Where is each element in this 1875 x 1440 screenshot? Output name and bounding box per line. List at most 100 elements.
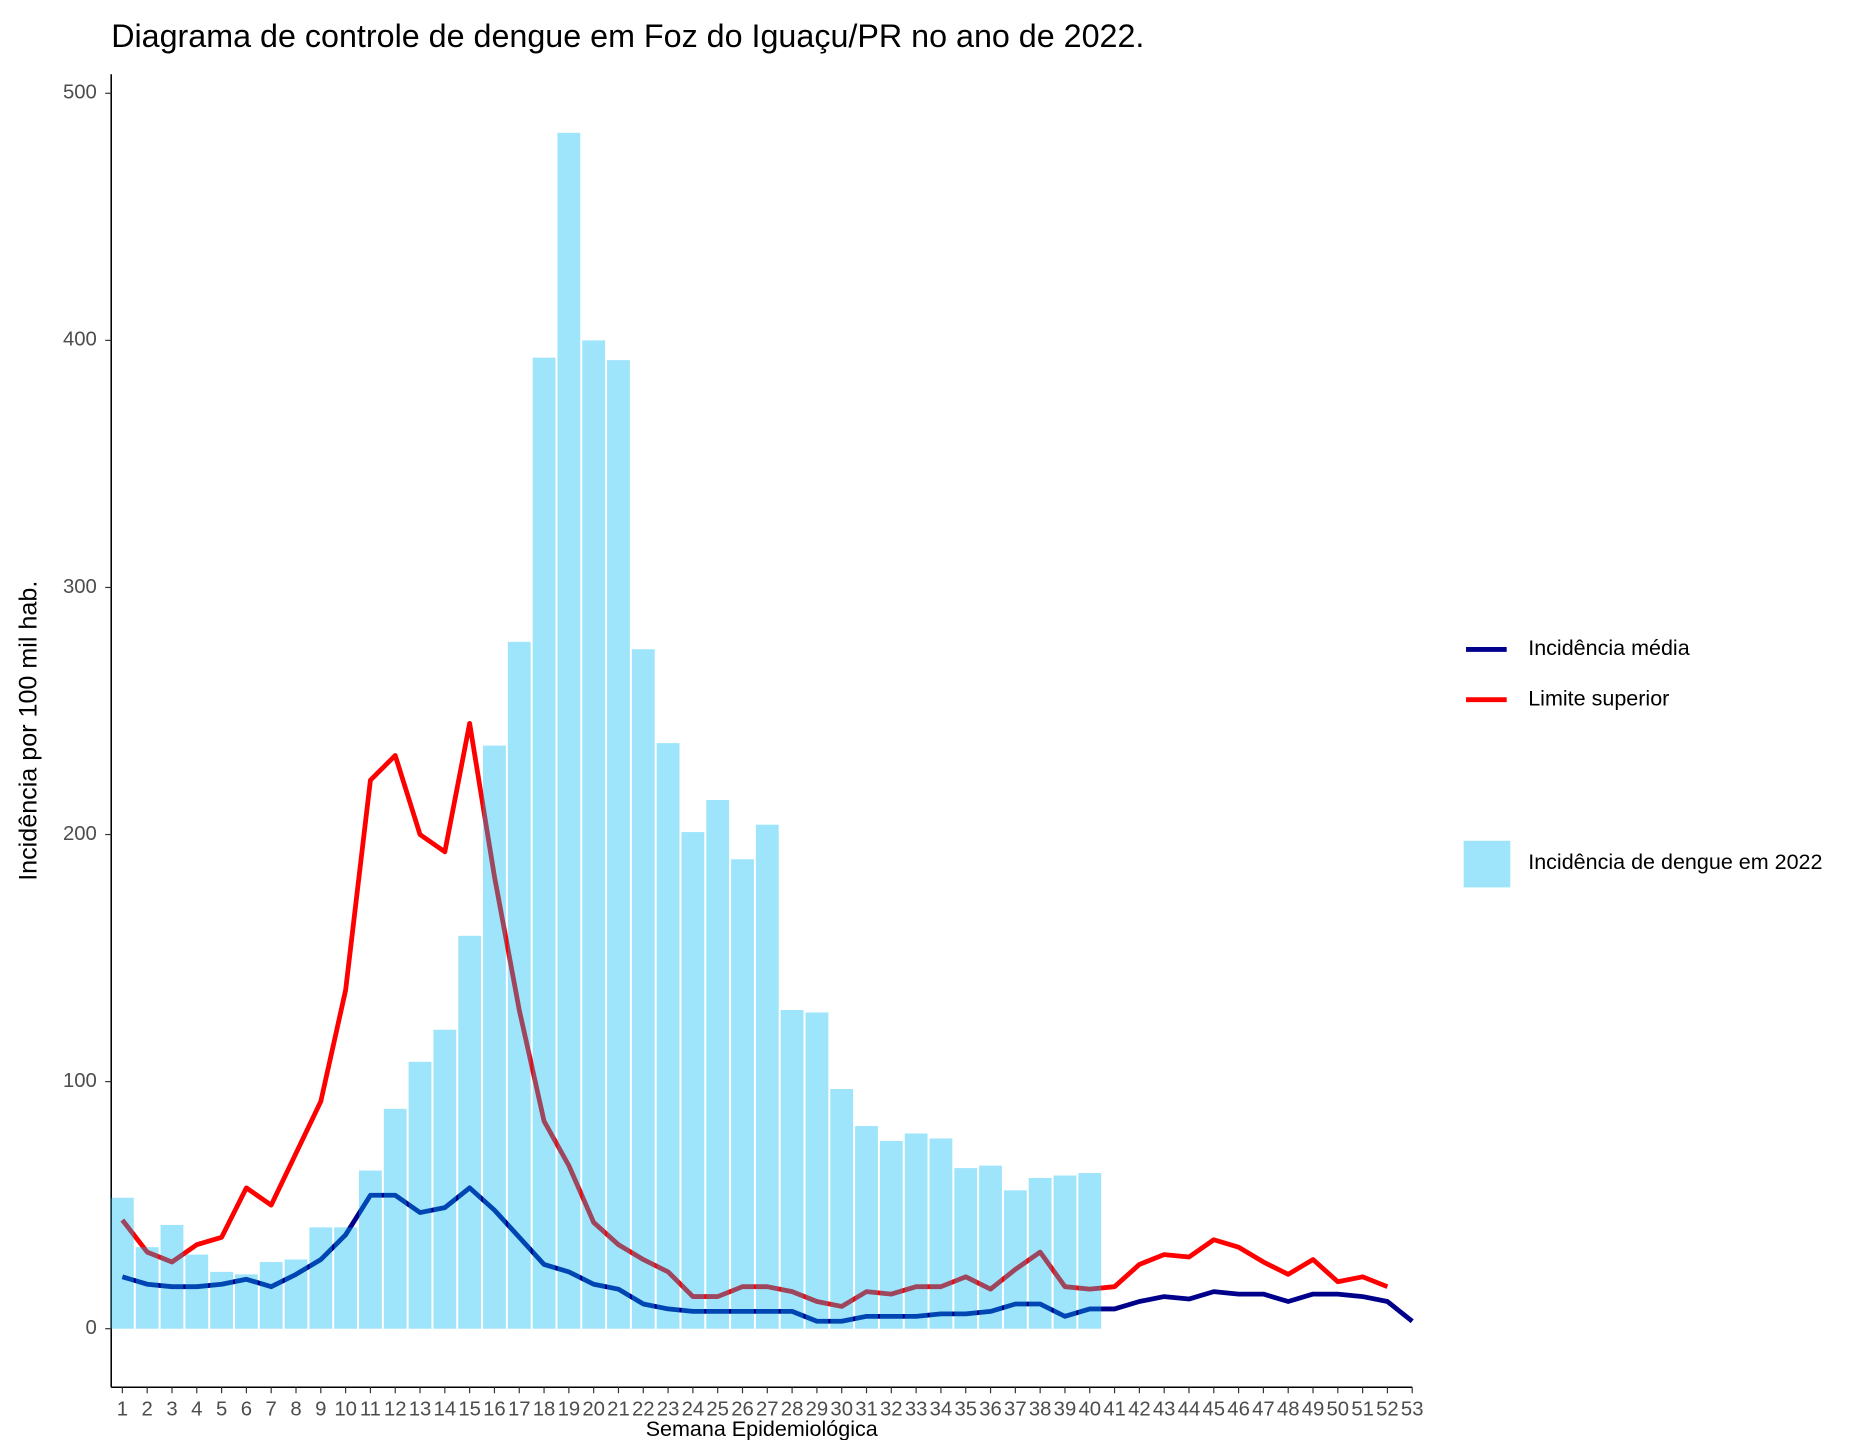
bar [532, 357, 556, 1329]
x-tick-label: 9 [315, 1398, 326, 1420]
y-tick-label: 200 [63, 823, 97, 845]
x-tick-label: 32 [880, 1398, 903, 1420]
x-tick-label: 5 [216, 1398, 227, 1420]
x-tick-label: 33 [905, 1398, 928, 1420]
x-tick-label: 39 [1054, 1398, 1077, 1420]
bar [507, 641, 531, 1329]
bar [383, 1108, 407, 1329]
x-tick-label: 3 [166, 1398, 177, 1420]
legend-label: Limite superior [1528, 686, 1669, 710]
x-tick-label: 30 [830, 1398, 853, 1420]
x-tick-label: 13 [409, 1398, 432, 1420]
bar [780, 1009, 804, 1329]
x-tick-label: 50 [1327, 1398, 1350, 1420]
bar [1003, 1190, 1027, 1329]
x-tick-label: 20 [582, 1398, 605, 1420]
x-tick-label: 12 [384, 1398, 407, 1420]
x-tick-label: 19 [558, 1398, 581, 1420]
x-tick-label: 10 [334, 1398, 357, 1420]
x-tick-label: 22 [632, 1398, 655, 1420]
y-tick-label: 100 [63, 1070, 97, 1092]
x-tick-label: 27 [756, 1398, 779, 1420]
x-tick-label: 23 [657, 1398, 680, 1420]
bar [185, 1254, 209, 1329]
bar [359, 1170, 382, 1329]
bar [904, 1133, 928, 1329]
bar [135, 1247, 159, 1329]
bar [458, 935, 482, 1329]
bar [234, 1274, 258, 1329]
legend-label: Incidência média [1528, 636, 1689, 660]
bar [855, 1126, 878, 1329]
x-tick-label: 51 [1351, 1398, 1374, 1420]
x-tick-label: 18 [533, 1398, 556, 1420]
x-tick-label: 36 [979, 1398, 1002, 1420]
bar [607, 360, 630, 1329]
bar [582, 340, 606, 1329]
bar [433, 1029, 457, 1329]
bar [160, 1224, 184, 1329]
bar [334, 1227, 358, 1329]
bar [755, 824, 779, 1329]
bar [681, 832, 705, 1329]
chart-title: Diagrama de controle de dengue em Foz do… [111, 18, 1144, 54]
bar [1053, 1175, 1077, 1329]
y-axis-label: Incidência por 100 mil hab. [15, 581, 43, 881]
x-tick-label: 16 [483, 1398, 506, 1420]
x-tick-label: 35 [954, 1398, 977, 1420]
line [120, 720, 1389, 1309]
x-tick-label: 21 [607, 1398, 630, 1420]
bar [210, 1271, 234, 1329]
x-tick-label: 29 [806, 1398, 829, 1420]
bar [110, 1197, 134, 1329]
x-tick-label: 25 [706, 1398, 729, 1420]
x-tick-label: 26 [731, 1398, 754, 1420]
x-tick-label: 15 [458, 1398, 481, 1420]
bar [408, 1061, 432, 1329]
line [121, 1185, 1414, 1324]
x-tick-label: 44 [1178, 1398, 1201, 1420]
bar [954, 1168, 978, 1329]
x-axis-label: Semana Epidemiológica [646, 1417, 878, 1440]
x-tick-label: 47 [1252, 1398, 1275, 1420]
x-tick-label: 24 [682, 1398, 705, 1420]
x-tick-label: 43 [1153, 1398, 1176, 1420]
bar [656, 743, 680, 1329]
x-tick-label: 17 [508, 1398, 531, 1420]
bar [631, 649, 655, 1329]
bar [879, 1140, 903, 1329]
y-tick-label: 400 [63, 329, 97, 351]
x-tick-label: 8 [290, 1398, 301, 1420]
bar [805, 1012, 829, 1329]
x-tick-label: 2 [142, 1398, 153, 1420]
x-tick-label: 53 [1401, 1398, 1424, 1420]
y-tick-label: 0 [86, 1317, 97, 1339]
x-tick-label: 48 [1277, 1398, 1300, 1420]
x-tick-label: 28 [781, 1398, 804, 1420]
bar [557, 132, 581, 1329]
x-tick-label: 11 [360, 1398, 381, 1420]
x-tick-label: 52 [1376, 1398, 1399, 1420]
bar [483, 745, 506, 1329]
x-tick-label: 1 [117, 1398, 128, 1420]
bar [979, 1165, 1002, 1329]
legend-label: Incidência de dengue em 2022 [1528, 850, 1822, 874]
bar [830, 1089, 854, 1329]
x-tick-label: 37 [1004, 1398, 1027, 1420]
x-tick-label: 31 [855, 1398, 878, 1420]
x-tick-label: 6 [241, 1398, 252, 1420]
bar [1078, 1173, 1102, 1329]
y-tick-label: 500 [63, 82, 97, 104]
x-tick-label: 38 [1029, 1398, 1052, 1420]
bar [706, 799, 730, 1329]
bar [284, 1259, 308, 1329]
x-tick-label: 46 [1227, 1398, 1250, 1420]
x-tick-label: 42 [1128, 1398, 1151, 1420]
bar [309, 1227, 333, 1329]
legend-swatch [1463, 840, 1511, 888]
x-tick-label: 45 [1202, 1398, 1225, 1420]
x-tick-label: 14 [434, 1398, 457, 1420]
x-tick-label: 40 [1078, 1398, 1101, 1420]
